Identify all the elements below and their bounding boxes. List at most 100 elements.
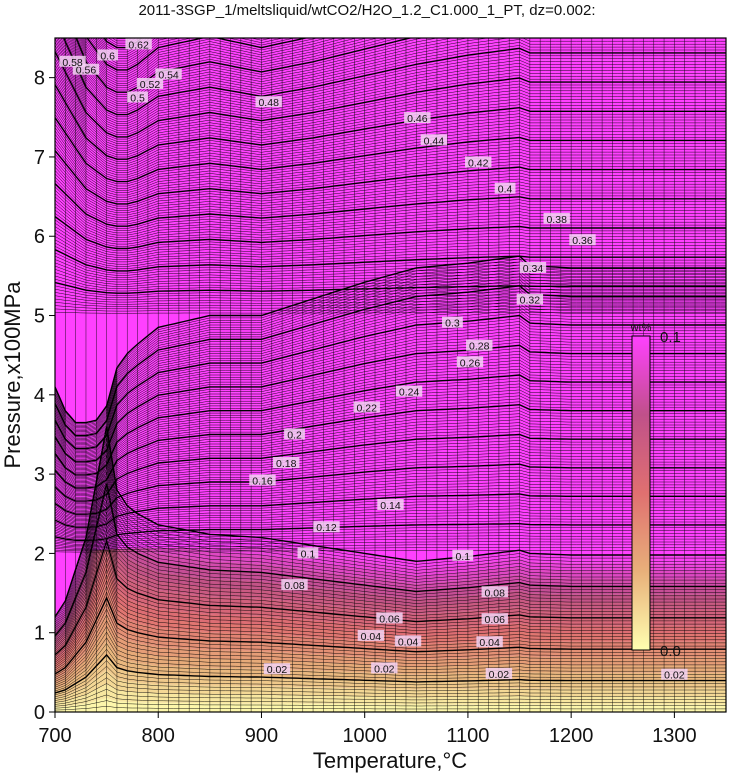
color-band (55, 216, 726, 255)
minor-contour (55, 339, 726, 460)
minor-contour (55, 602, 726, 676)
minor-contour (55, 386, 726, 481)
color-band (55, 142, 726, 204)
minor-contour (55, 700, 726, 709)
minor-contour (55, 127, 726, 189)
minor-contour (88, 38, 296, 68)
contour-label: 0.32 (516, 293, 544, 307)
color-band (55, 330, 726, 459)
minor-contour (55, 350, 726, 465)
minor-contour (55, 449, 726, 625)
minor-contour (55, 261, 726, 426)
contour-label-bg (420, 134, 448, 146)
minor-contour (55, 97, 726, 169)
minor-contour (55, 104, 726, 173)
minor-contour (55, 140, 726, 198)
color-band (55, 352, 726, 469)
minor-contour (55, 342, 726, 461)
contour-label-text: 0.18 (276, 458, 297, 470)
major-contour (55, 374, 726, 476)
minor-contour (55, 466, 726, 516)
minor-contour (55, 520, 726, 540)
minor-contour (55, 469, 726, 518)
contour-label-text: 0.1 (455, 551, 470, 563)
minor-contour (55, 389, 726, 482)
x-axis-label: Temperature,°C (313, 748, 467, 773)
major-contour (55, 493, 726, 528)
color-band (76, 38, 410, 93)
minor-contour (55, 258, 726, 425)
minor-contour (55, 522, 726, 650)
contour-label-text: 0.56 (76, 65, 97, 77)
minor-contour (55, 61, 726, 144)
contour-label: 0.04 (476, 636, 503, 649)
color-band (55, 158, 726, 216)
contour-label: 0.28 (466, 339, 493, 353)
contour-label: 0.4 (494, 182, 516, 196)
minor-contour (55, 58, 726, 142)
contour-label: 0.02 (263, 663, 291, 676)
minor-contour (55, 74, 726, 153)
x-axis: 700 800 900 1000 1100 1200 1300 (38, 712, 697, 747)
contour-label-text: 0.6 (100, 50, 115, 62)
minor-contour (55, 67, 726, 149)
minor-contour (55, 206, 726, 243)
contour-label: 0.18 (273, 457, 300, 470)
minor-contour (55, 440, 726, 504)
minor-contour (55, 665, 726, 698)
minor-contour (55, 318, 726, 451)
contour-label-text: 0.02 (664, 670, 685, 682)
minor-contour (55, 648, 726, 692)
minor-contour (55, 330, 726, 456)
color-band (55, 531, 726, 547)
y-tick-label: 7 (34, 147, 45, 169)
minor-contour (81, 38, 357, 82)
contour-label-text: 0.04 (479, 637, 500, 649)
contour-label-text: 0.52 (140, 79, 161, 91)
minor-contour (55, 219, 726, 252)
minor-contour (55, 706, 726, 711)
minor-contour (55, 562, 726, 663)
contour-label-text: 0.38 (546, 214, 567, 226)
minor-contour (55, 535, 726, 546)
minor-contour (55, 449, 726, 508)
minor-contour (66, 38, 726, 111)
contour-label-bg (376, 612, 403, 624)
minor-contour (55, 512, 726, 646)
contour-label-bg (466, 339, 493, 351)
contour-lines (55, 38, 726, 711)
contour-label-bg (249, 474, 276, 486)
minor-contour (55, 209, 726, 245)
minor-contour (55, 353, 726, 467)
y-axis: 0 1 2 3 4 5 6 7 8 (34, 68, 55, 724)
contour-label: 0.06 (376, 612, 403, 625)
minor-contour (55, 398, 726, 486)
color-band (55, 38, 726, 132)
minor-contour (71, 38, 469, 102)
contour-label: 0.04 (357, 629, 385, 643)
minor-contour (55, 87, 726, 162)
minor-contour (55, 213, 726, 247)
contour-label-bg (395, 385, 423, 397)
color-band (55, 200, 726, 243)
minor-contour (55, 252, 726, 274)
contour-label-bg (371, 662, 398, 674)
minor-contour (57, 38, 726, 124)
minor-contour (55, 81, 726, 158)
minor-contour (55, 279, 726, 434)
minor-contour (55, 223, 726, 254)
minor-contour (55, 446, 726, 507)
minor-contour (55, 416, 726, 494)
contour-label: 0.08 (281, 579, 308, 592)
contour-label-bg (377, 499, 404, 511)
contour-label: 0.56 (72, 63, 100, 77)
contour-label-bg (485, 667, 513, 679)
minor-contour (55, 44, 726, 133)
minor-contour (55, 671, 726, 699)
contour-label-text: 0.36 (572, 235, 593, 247)
colorbar-max-label: 0.1 (660, 329, 681, 346)
minor-contour (55, 153, 726, 207)
minor-contour (55, 425, 726, 498)
minor-contour (55, 264, 726, 427)
minor-contour (55, 305, 726, 310)
